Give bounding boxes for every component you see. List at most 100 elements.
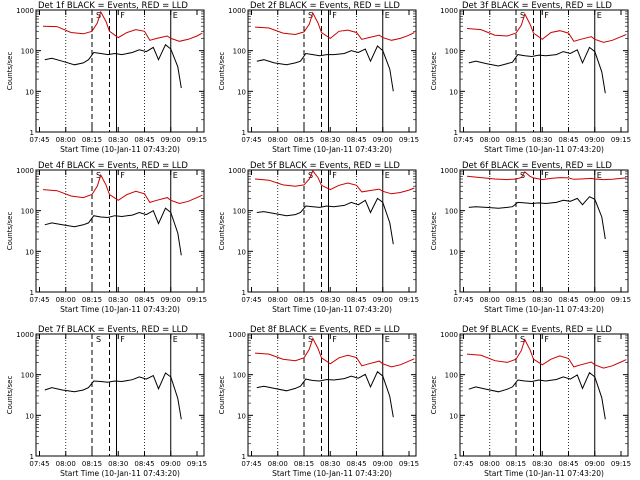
- x-axis-label: Start Time (10-Jan-11 07:43:20): [272, 145, 392, 154]
- y-axis-label: Counts/sec: [430, 52, 438, 91]
- y-tick-label: 100: [21, 208, 34, 216]
- marker-E: E: [597, 11, 602, 20]
- x-tick-label: 08:15: [506, 460, 526, 468]
- plot-frame: [459, 169, 629, 293]
- plot-frame: [35, 333, 205, 457]
- marker-E: E: [173, 335, 178, 344]
- plot-frame: [247, 169, 417, 293]
- y-tick-label: 10: [237, 248, 246, 256]
- y-tick-label: 1000: [440, 167, 458, 175]
- x-tick-label: 09:15: [399, 296, 419, 304]
- y-axis-label: Counts/sec: [6, 376, 14, 415]
- y-axis-label: Counts/sec: [218, 376, 226, 415]
- x-tick-label: 08:00: [480, 460, 500, 468]
- x-tick-label: 08:30: [108, 460, 128, 468]
- marker-F: F: [544, 335, 549, 344]
- x-tick-label: 08:45: [558, 460, 578, 468]
- marker-E: E: [173, 171, 178, 180]
- events-series-line: [44, 43, 182, 89]
- y-axis-label: Counts/sec: [6, 212, 14, 251]
- lld-series-line: [42, 10, 203, 42]
- lld-series-line: [254, 11, 415, 41]
- marker-F: F: [332, 335, 337, 344]
- x-tick-label: 08:00: [268, 136, 288, 144]
- lld-series-line: [466, 338, 627, 369]
- y-tick-label: 1000: [16, 167, 34, 175]
- y-tick-label: 10: [25, 412, 34, 420]
- x-axis-label: Start Time (10-Jan-11 07:43:20): [484, 469, 604, 478]
- x-tick-label: 09:15: [611, 136, 631, 144]
- events-series-line: [468, 371, 606, 420]
- x-tick-label: 09:00: [585, 136, 605, 144]
- panel-title: Det 7f BLACK = Events, RED = LLD: [38, 325, 188, 335]
- x-tick-label: 08:45: [558, 296, 578, 304]
- x-tick-label: 08:15: [294, 136, 314, 144]
- x-tick-label: 08:00: [480, 296, 500, 304]
- x-tick-label: 08:15: [82, 136, 102, 144]
- x-tick-label: 08:15: [294, 460, 314, 468]
- y-axis-label: Counts/sec: [218, 52, 226, 91]
- y-tick-label: 1: [242, 289, 246, 297]
- events-series-line: [468, 46, 606, 94]
- detector-panel-8: Det 8f BLACK = Events, RED = LLD 1 10 100 10…: [218, 325, 419, 478]
- detector-panel-3: Det 3f BLACK = Events, RED = LLD 1 10 100 10…: [430, 1, 631, 154]
- marker-E: E: [385, 171, 390, 180]
- x-tick-label: 08:15: [82, 296, 102, 304]
- x-tick-label: 09:15: [611, 460, 631, 468]
- y-tick-label: 1: [242, 453, 246, 461]
- plot-frame: [459, 9, 629, 133]
- marker-F: F: [332, 11, 337, 20]
- marker-E: E: [173, 11, 178, 20]
- marker-E: E: [385, 11, 390, 20]
- y-tick-label: 1000: [228, 7, 246, 15]
- x-tick-label: 08:00: [56, 296, 76, 304]
- x-tick-label: 08:30: [108, 136, 128, 144]
- detector-panel-2: Det 2f BLACK = Events, RED = LLD 1 10 100 10…: [218, 1, 419, 154]
- x-axis-label: Start Time (10-Jan-11 07:43:20): [484, 305, 604, 314]
- panel-title: Det 6f BLACK = Events, RED = LLD: [462, 161, 612, 171]
- x-tick-label: 08:00: [480, 136, 500, 144]
- x-tick-label: 09:00: [373, 460, 393, 468]
- x-tick-label: 07:45: [241, 460, 261, 468]
- y-tick-label: 1000: [16, 7, 34, 15]
- y-tick-label: 1: [454, 289, 458, 297]
- y-tick-label: 100: [445, 372, 458, 380]
- x-axis-label: Start Time (10-Jan-11 07:43:20): [484, 145, 604, 154]
- x-tick-label: 08:30: [320, 136, 340, 144]
- x-tick-label: 07:45: [29, 296, 49, 304]
- y-tick-label: 1: [242, 129, 246, 137]
- x-tick-label: 07:45: [453, 460, 473, 468]
- detector-panel-5: Det 5f BLACK = Events, RED = LLD 1 10 100 10…: [218, 161, 419, 314]
- plot-frame: [459, 333, 629, 457]
- y-tick-label: 1: [30, 129, 34, 137]
- detector-panel-7: Det 7f BLACK = Events, RED = LLD 1 10 100 10…: [6, 325, 207, 478]
- y-tick-label: 1000: [16, 331, 34, 339]
- y-tick-label: 1: [30, 289, 34, 297]
- x-axis-label: Start Time (10-Jan-11 07:43:20): [60, 469, 180, 478]
- x-tick-label: 08:30: [532, 136, 552, 144]
- marker-S: S: [96, 335, 101, 344]
- y-tick-label: 1000: [228, 331, 246, 339]
- x-tick-label: 08:00: [268, 460, 288, 468]
- x-tick-label: 07:45: [241, 136, 261, 144]
- detector-panel-4: Det 4f BLACK = Events, RED = LLD 1 10 100 10…: [6, 161, 207, 314]
- lld-series-line: [466, 171, 627, 181]
- marker-S: S: [520, 335, 525, 344]
- plot-frame: [35, 169, 205, 293]
- y-axis-label: Counts/sec: [430, 212, 438, 251]
- x-tick-label: 08:45: [134, 460, 154, 468]
- y-axis-label: Counts/sec: [430, 376, 438, 415]
- y-tick-label: 10: [237, 412, 246, 420]
- x-tick-label: 09:15: [399, 460, 419, 468]
- x-tick-label: 08:15: [82, 460, 102, 468]
- x-tick-label: 08:15: [506, 296, 526, 304]
- y-tick-label: 100: [445, 208, 458, 216]
- y-tick-label: 10: [25, 248, 34, 256]
- x-tick-label: 07:45: [453, 296, 473, 304]
- x-tick-label: 08:30: [532, 296, 552, 304]
- x-tick-label: 08:45: [134, 136, 154, 144]
- panel-title: Det 5f BLACK = Events, RED = LLD: [250, 161, 400, 171]
- y-tick-label: 100: [445, 48, 458, 56]
- x-tick-label: 08:30: [108, 296, 128, 304]
